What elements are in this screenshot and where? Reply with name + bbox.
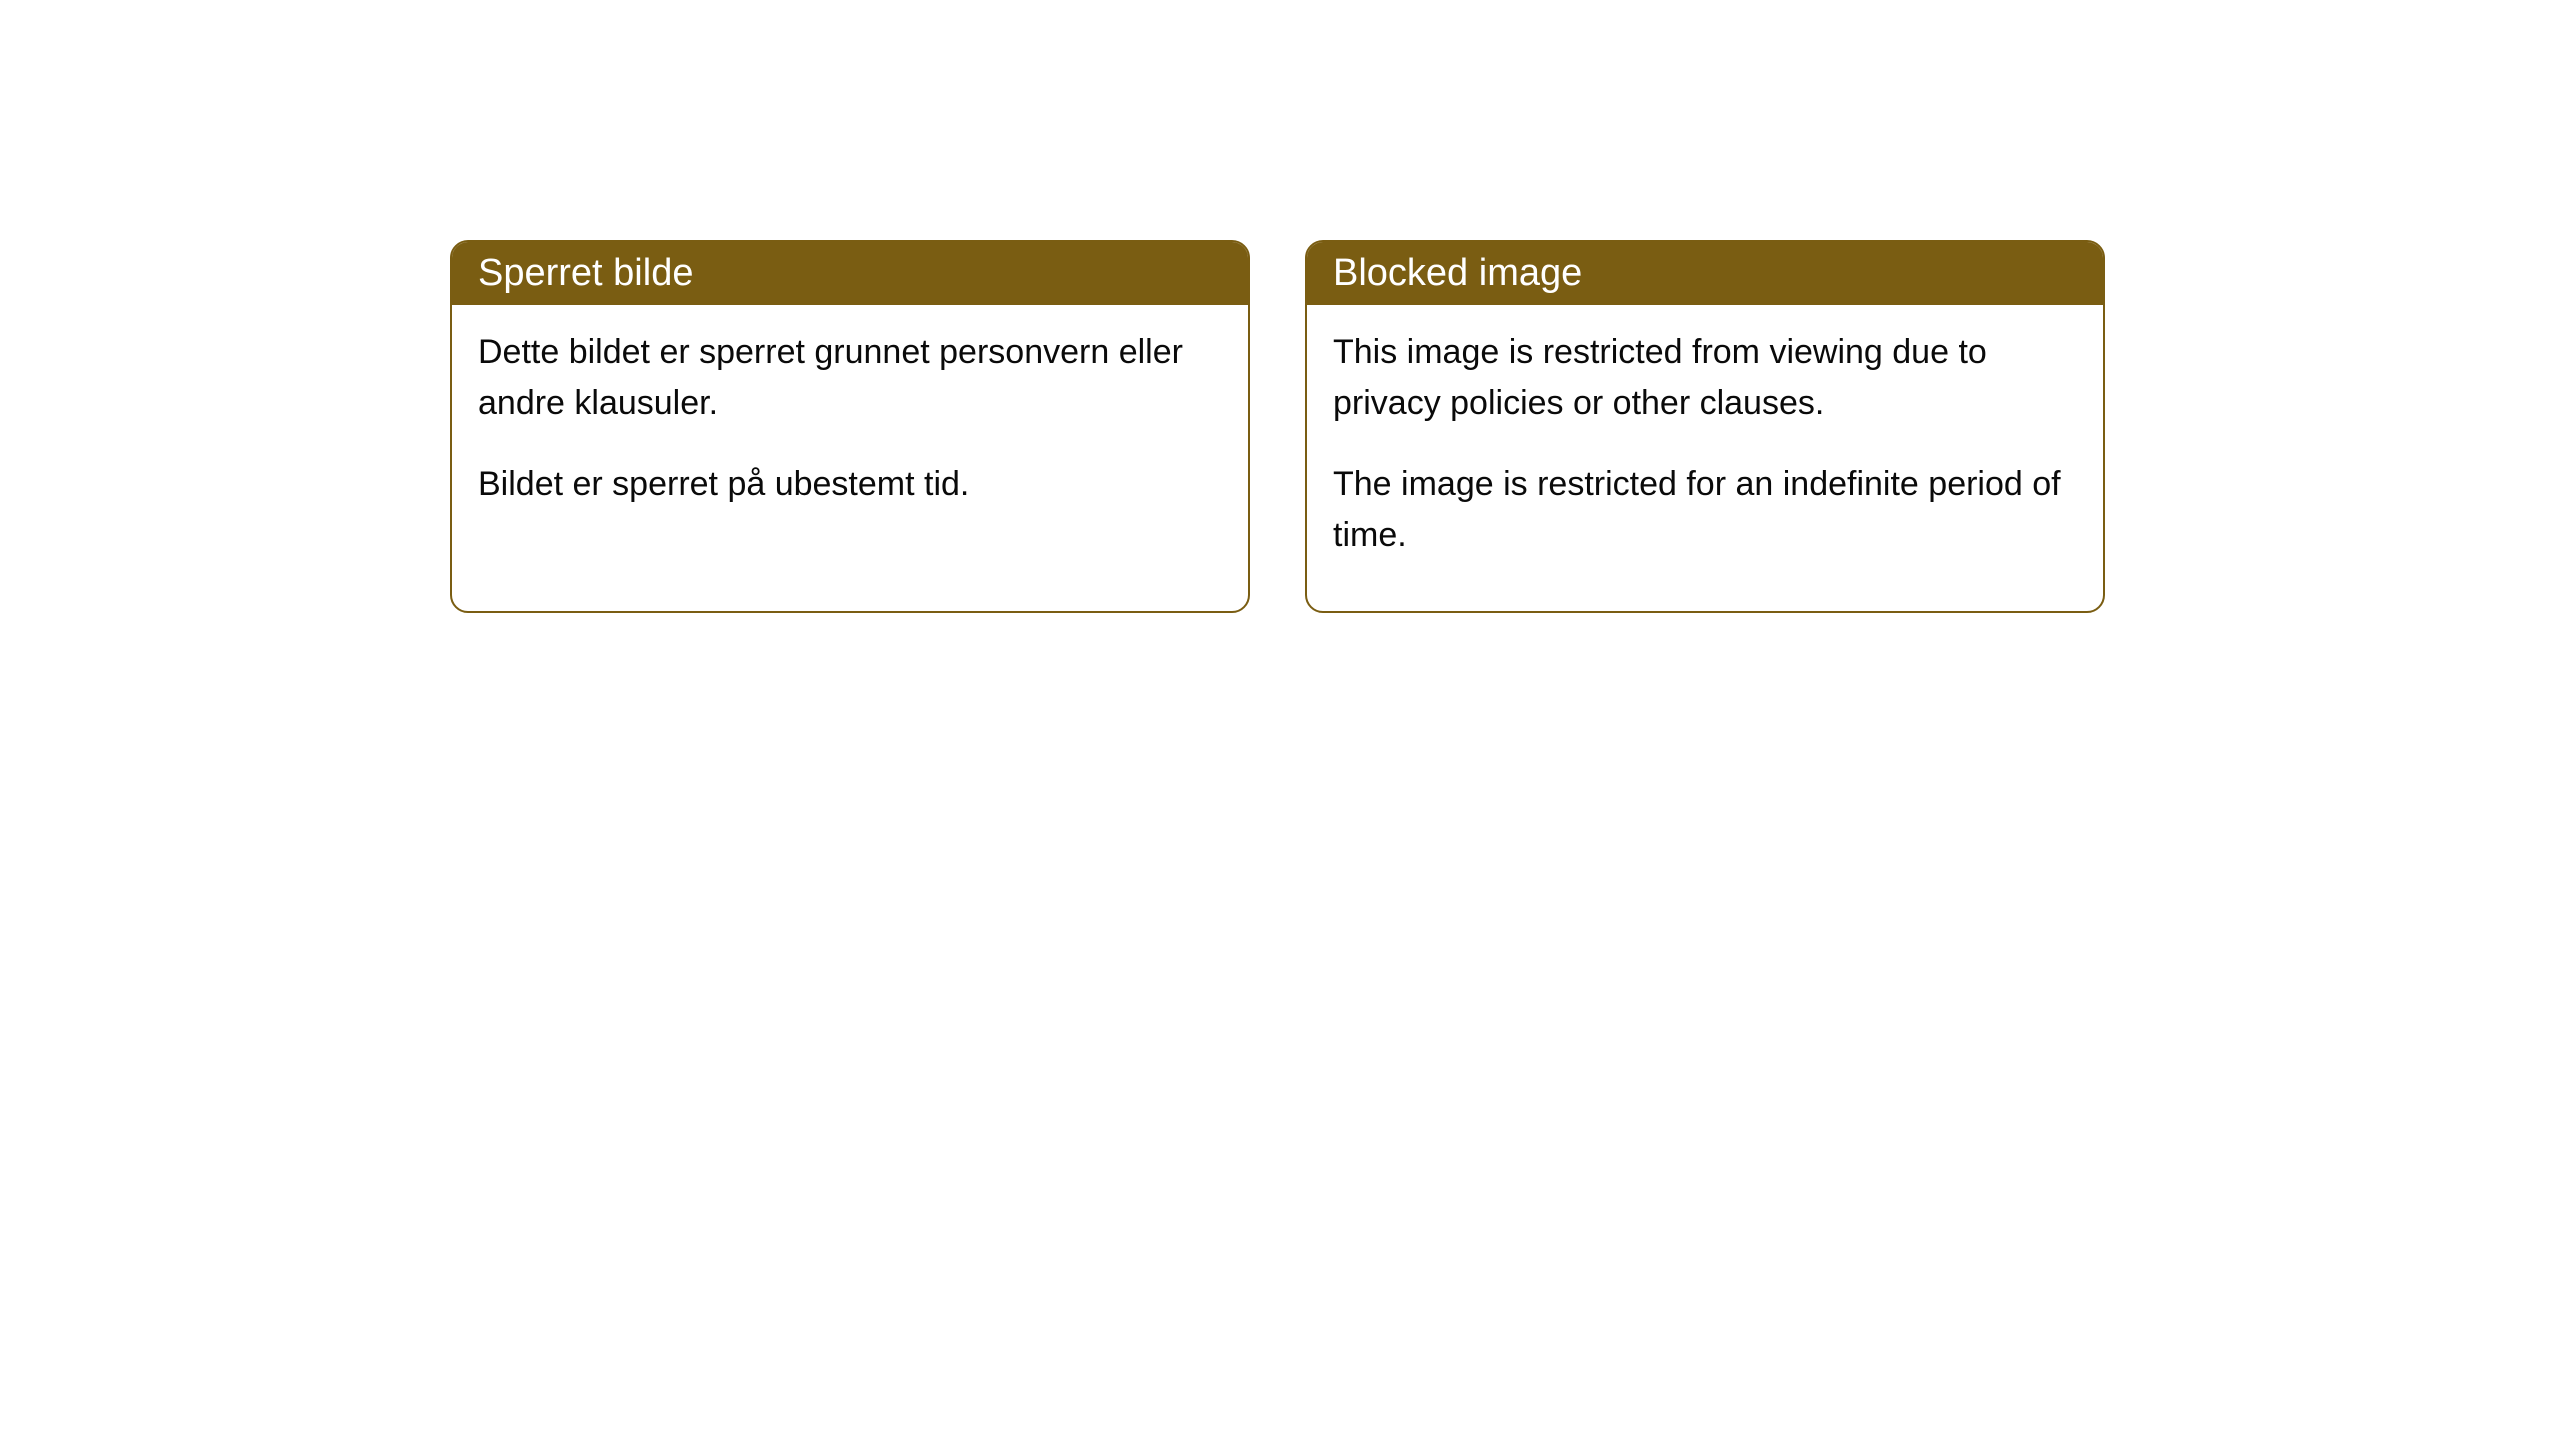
notice-card-english: Blocked image This image is restricted f… [1305,240,2105,613]
notice-cards-container: Sperret bilde Dette bildet er sperret gr… [450,240,2560,613]
notice-paragraph: Bildet er sperret på ubestemt tid. [478,459,1222,510]
card-header: Blocked image [1307,242,2103,305]
notice-card-norwegian: Sperret bilde Dette bildet er sperret gr… [450,240,1250,613]
card-body: This image is restricted from viewing du… [1307,305,2103,611]
card-header: Sperret bilde [452,242,1248,305]
notice-paragraph: This image is restricted from viewing du… [1333,327,2077,429]
notice-paragraph: The image is restricted for an indefinit… [1333,459,2077,561]
card-body: Dette bildet er sperret grunnet personve… [452,305,1248,560]
notice-paragraph: Dette bildet er sperret grunnet personve… [478,327,1222,429]
